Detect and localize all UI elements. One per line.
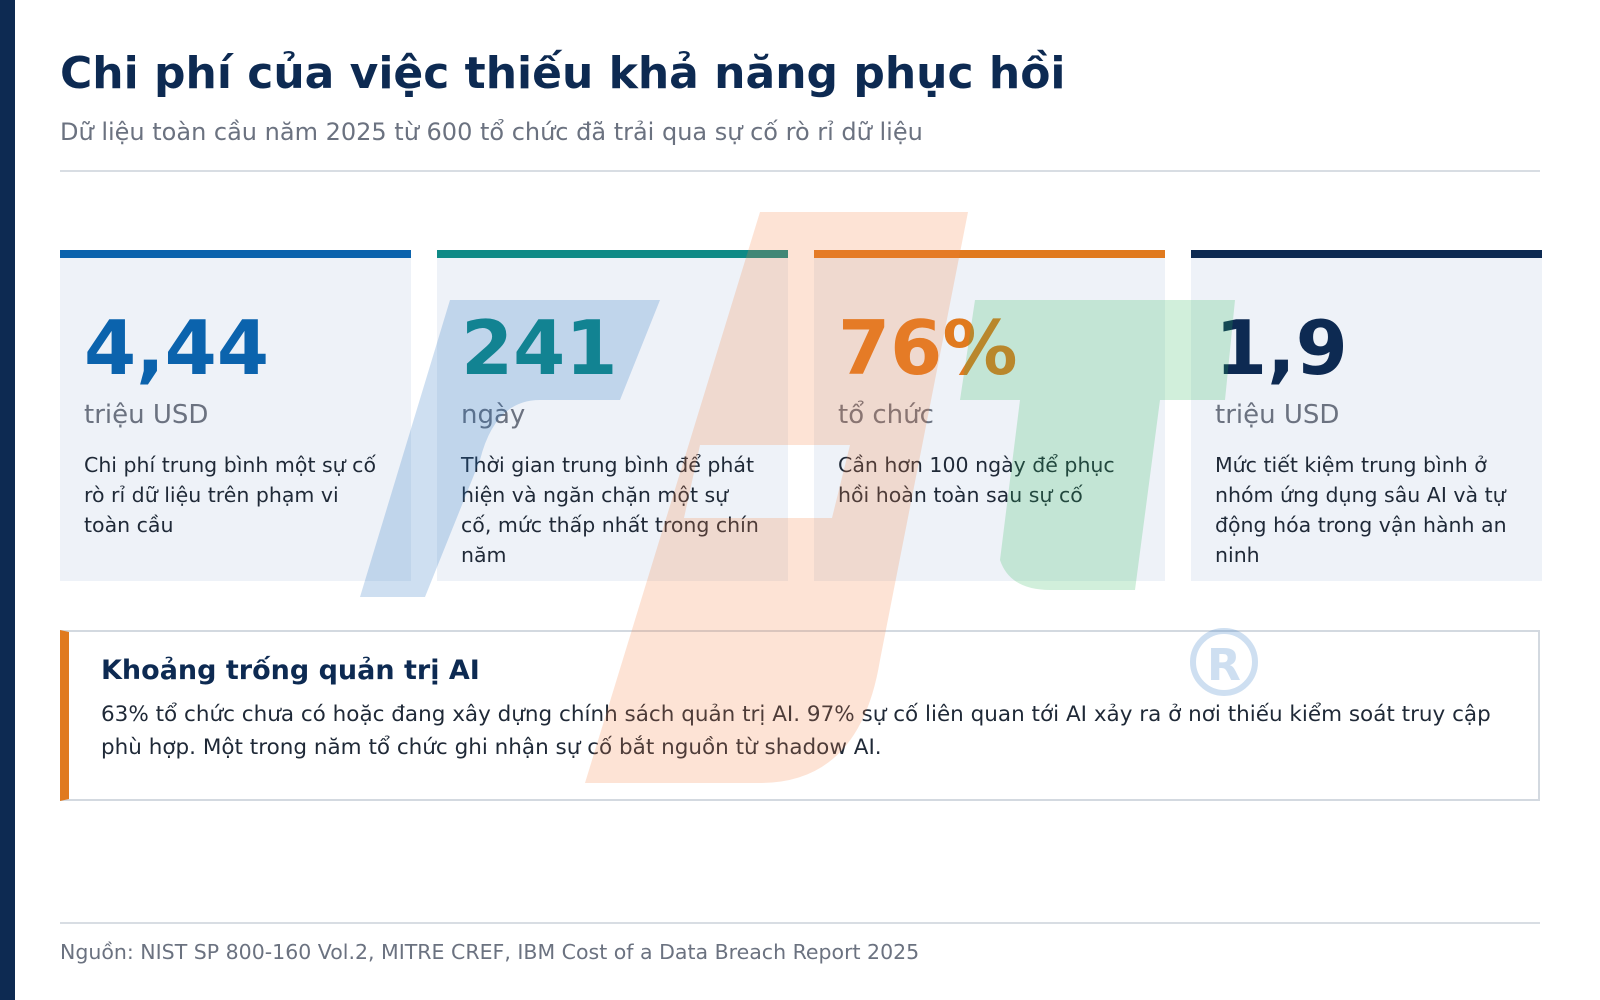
stat-unit: triệu USD [84, 400, 209, 430]
stat-value: 241 [461, 304, 618, 392]
stat-unit: ngày [461, 400, 526, 430]
stat-value: 4,44 [84, 304, 270, 392]
header-divider [60, 170, 1540, 172]
source-citation: Nguồn: NIST SP 800-160 Vol.2, MITRE CREF… [60, 940, 920, 964]
left-accent-bar [0, 0, 15, 1000]
stat-unit: triệu USD [1215, 400, 1340, 430]
stat-card-recovery: 76% tổ chức Cần hơn 100 ngày để phục hồi… [814, 250, 1165, 581]
stat-description: Mức tiết kiệm trung bình ở nhóm ứng dụng… [1215, 453, 1507, 567]
callout-body: 63% tổ chức chưa có hoặc đang xây dựng c… [101, 702, 1491, 760]
stat-value: 1,9 [1215, 304, 1348, 392]
footer-divider [60, 922, 1540, 924]
stat-value: 76% [838, 304, 1018, 392]
stat-description: Thời gian trung bình để phát hiện và ngă… [461, 453, 759, 567]
ai-governance-callout: Khoảng trống quản trị AI 63% tổ chức chư… [60, 630, 1540, 801]
stat-description: Chi phí trung bình một sự cố rò rỉ dữ li… [84, 453, 376, 537]
callout-title: Khoảng trống quản trị AI [101, 655, 480, 686]
stat-card-detection-time: 241 ngày Thời gian trung bình để phát hi… [437, 250, 788, 581]
stat-description: Cần hơn 100 ngày để phục hồi hoàn toàn s… [838, 453, 1115, 507]
stat-card-ai-savings: 1,9 triệu USD Mức tiết kiệm trung bình ở… [1191, 250, 1542, 581]
stat-unit: tổ chức [838, 400, 934, 430]
page-title: Chi phí của việc thiếu khả năng phục hồi [60, 48, 1066, 99]
page-subtitle: Dữ liệu toàn cầu năm 2025 từ 600 tổ chức… [60, 118, 923, 146]
stat-card-breach-cost: 4,44 triệu USD Chi phí trung bình một sự… [60, 250, 411, 581]
